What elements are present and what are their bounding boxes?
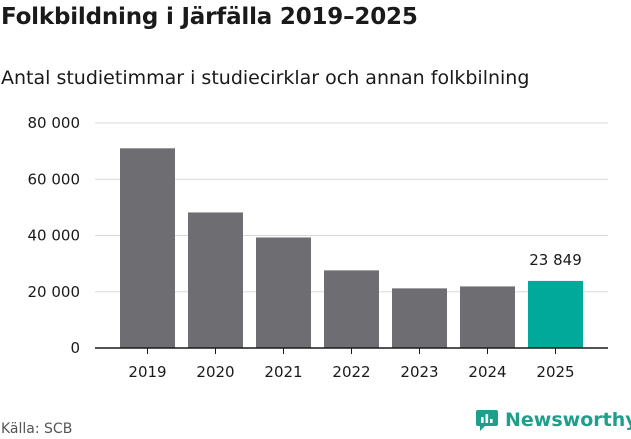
data-label: 23 849 <box>529 251 582 269</box>
chart-subtitle: Antal studietimmar i studiecirklar och a… <box>1 67 530 89</box>
bar-2019 <box>120 148 175 348</box>
x-tick-label: 2024 <box>468 363 506 381</box>
x-tick-label: 2021 <box>264 363 302 381</box>
newsworthy-brand: Newsworthy <box>475 408 631 432</box>
bar-2020 <box>188 212 243 348</box>
x-tick-label: 2025 <box>536 363 574 381</box>
bar-2021 <box>256 237 311 348</box>
brand-label: Newsworthy <box>505 409 631 431</box>
bar-2025 <box>528 280 583 348</box>
y-tick-label: 20 000 <box>28 283 81 301</box>
x-tick-label: 2022 <box>332 363 370 381</box>
chart-title: Folkbildning i Järfälla 2019–2025 <box>1 4 418 30</box>
x-tick-label: 2020 <box>196 363 234 381</box>
x-tick-label: 2019 <box>128 363 166 381</box>
newsworthy-logo-icon <box>476 410 498 431</box>
y-tick-label: 80 000 <box>28 114 81 132</box>
y-tick-label: 40 000 <box>28 227 81 245</box>
y-tick-label: 0 <box>70 339 80 357</box>
bar-2023 <box>392 288 447 348</box>
source-note: Källa: SCB <box>1 421 73 437</box>
bar-2022 <box>324 270 379 348</box>
bar-2024 <box>460 286 515 348</box>
x-tick-label: 2023 <box>400 363 438 381</box>
y-tick-label: 60 000 <box>28 170 81 188</box>
